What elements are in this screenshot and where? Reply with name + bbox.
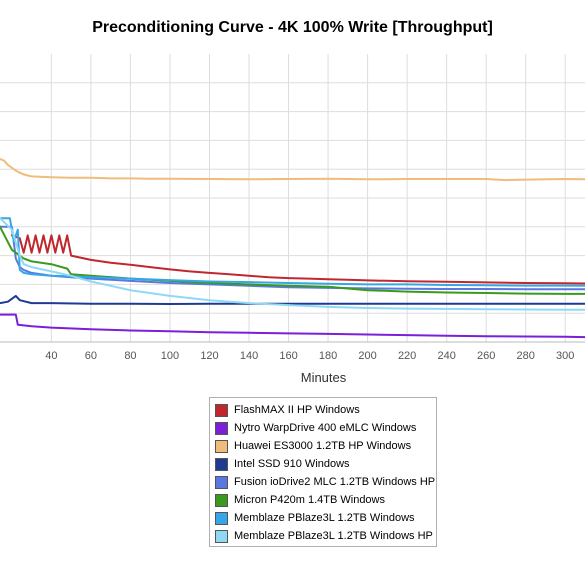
series-layer bbox=[0, 158, 585, 339]
x-tick-label-8: 200 bbox=[358, 350, 376, 362]
grid-layer bbox=[0, 54, 585, 343]
x-tick-label-6: 160 bbox=[279, 350, 297, 362]
legend-swatch-1 bbox=[215, 421, 228, 435]
legend: FlashMAX II HP Windows Nytro WarpDrive 40… bbox=[209, 397, 437, 547]
series-line-2 bbox=[0, 158, 585, 182]
x-tick-label-1: 60 bbox=[85, 350, 97, 362]
x-tick-label-13: 300 bbox=[556, 350, 574, 362]
x-tick-label-9: 220 bbox=[398, 350, 416, 362]
x-axis-label: Minutes bbox=[300, 370, 347, 385]
legend-label-1: Nytro WarpDrive 400 eMLC Windows bbox=[234, 422, 417, 434]
legend-swatch-5 bbox=[215, 493, 228, 507]
series-line-5 bbox=[0, 225, 585, 295]
x-tick-label-7: 180 bbox=[319, 350, 337, 362]
legend-label-5: Micron P420m 1.4TB Windows bbox=[234, 494, 385, 506]
x-tick-label-11: 260 bbox=[477, 350, 495, 362]
x-tick-label-3: 100 bbox=[161, 350, 179, 362]
legend-item-1: Nytro WarpDrive 400 eMLC Windows bbox=[215, 419, 436, 437]
legend-label-2: Huawei ES3000 1.2TB HP Windows bbox=[234, 440, 412, 452]
legend-item-6: Memblaze PBlaze3L 1.2TB Windows bbox=[215, 509, 436, 527]
legend-item-5: Micron P420m 1.4TB Windows bbox=[215, 491, 436, 509]
x-tick-label-4: 120 bbox=[200, 350, 218, 362]
chart-title: Preconditioning Curve - 4K 100% Write [T… bbox=[92, 19, 493, 36]
legend-item-4: Fusion ioDrive2 MLC 1.2TB Windows HP bbox=[215, 473, 436, 491]
legend-label-0: FlashMAX II HP Windows bbox=[234, 404, 360, 416]
x-tick-label-0: 40 bbox=[45, 350, 57, 362]
legend-label-3: Intel SSD 910 Windows bbox=[234, 458, 350, 470]
legend-label-7: Memblaze PBlaze3L 1.2TB Windows HP bbox=[234, 530, 433, 542]
legend-item-7: Memblaze PBlaze3L 1.2TB Windows HP bbox=[215, 527, 436, 545]
legend-label-4: Fusion ioDrive2 MLC 1.2TB Windows HP bbox=[234, 476, 436, 488]
series-line-3 bbox=[0, 294, 585, 305]
tick-layer: 40 60 80 100 120 140 160 180 200 220 240 260 280 300 bbox=[45, 350, 574, 362]
series-line-4 bbox=[0, 225, 585, 291]
legend-swatch-3 bbox=[215, 457, 228, 471]
legend-label-6: Memblaze PBlaze3L 1.2TB Windows bbox=[234, 512, 415, 524]
legend-item-2: Huawei ES3000 1.2TB HP Windows bbox=[215, 437, 436, 455]
series-line-1 bbox=[0, 313, 585, 339]
legend-item-3: Intel SSD 910 Windows bbox=[215, 455, 436, 473]
legend-swatch-4 bbox=[215, 475, 228, 489]
x-tick-label-5: 140 bbox=[240, 350, 258, 362]
legend-swatch-7 bbox=[215, 529, 228, 543]
legend-swatch-0 bbox=[215, 403, 228, 417]
series-line-6 bbox=[0, 217, 585, 287]
legend-swatch-6 bbox=[215, 511, 228, 525]
legend-item-0: FlashMAX II HP Windows bbox=[215, 401, 436, 419]
legend-swatch-2 bbox=[215, 439, 228, 453]
x-tick-label-10: 240 bbox=[437, 350, 455, 362]
series-line-7 bbox=[0, 217, 585, 311]
x-tick-label-12: 280 bbox=[517, 350, 535, 362]
series-line-0 bbox=[10, 234, 585, 285]
x-tick-label-2: 80 bbox=[124, 350, 136, 362]
